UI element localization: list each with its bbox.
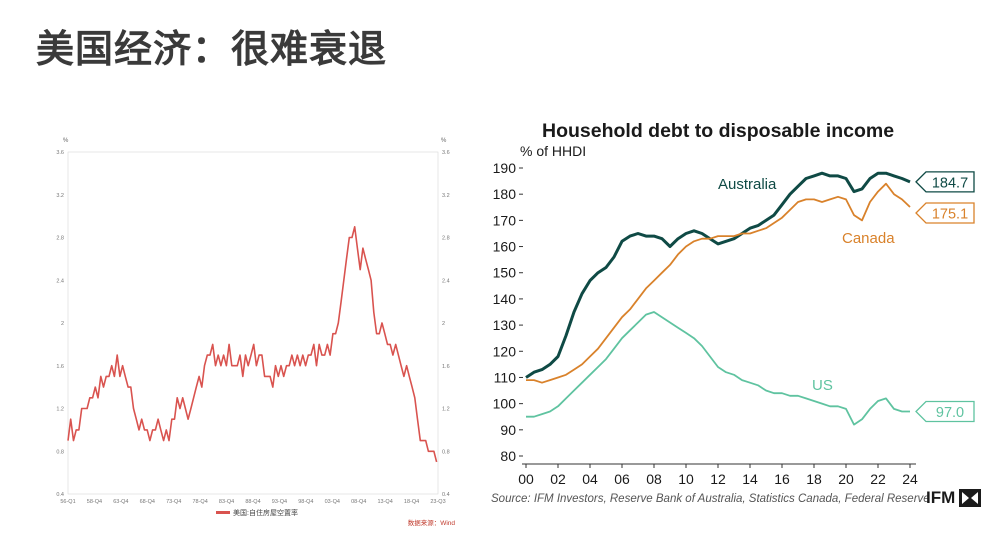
x-tick-label: 93-Q4 xyxy=(272,499,287,505)
logo-text: IFM xyxy=(926,488,956,507)
y-tick-label-right: 3.2 xyxy=(442,193,450,199)
x-tick-label: 20 xyxy=(838,471,854,487)
x-tick-label: 16 xyxy=(774,471,790,487)
end-label-box-us xyxy=(915,400,975,423)
x-tick-label: 04 xyxy=(582,471,598,487)
x-tick-label: 18 xyxy=(806,471,822,487)
x-tick-label: 24 xyxy=(902,471,918,487)
y-tick-label: 160 xyxy=(493,239,517,255)
x-tick-label: 10 xyxy=(678,471,694,487)
y-tick-label-right: 2.8 xyxy=(442,236,450,242)
y-tick-label-right: 3.6 xyxy=(442,150,450,156)
end-label-australia: 184.7 xyxy=(932,175,968,191)
left-chart-source: 数据来源：Wind xyxy=(408,518,456,527)
y-tick-label: 110 xyxy=(494,369,517,385)
x-tick-label: 12 xyxy=(710,471,726,487)
y-tick-label-left: 1.6 xyxy=(56,364,64,370)
series-line-canada xyxy=(526,182,911,384)
end-label-box-canada xyxy=(915,202,975,224)
x-tick-label: 02 xyxy=(550,471,566,487)
x-tick-label: 83-Q4 xyxy=(219,499,234,505)
x-tick-label: 68-Q4 xyxy=(140,499,155,505)
x-tick-label: 03-Q4 xyxy=(325,499,340,505)
y-tick-label-left: 3.6 xyxy=(56,150,64,156)
y-tick-label-right: 1.6 xyxy=(442,364,450,370)
x-tick-label: 98-Q4 xyxy=(298,499,313,505)
y-tick-label: 100 xyxy=(493,396,517,412)
right-chart-title: Household debt to disposable income xyxy=(542,120,894,142)
y-tick-label: 150 xyxy=(493,265,517,281)
series-label-canada: Canada xyxy=(842,230,895,247)
y-tick-label-right: 0.4 xyxy=(442,492,450,498)
series-label-australia: Australia xyxy=(718,176,777,193)
legend-swatch xyxy=(216,511,230,514)
y-tick-label-right: 0.8 xyxy=(442,449,450,455)
x-tick-label: 06 xyxy=(614,471,630,487)
right-chart-source: Source: IFM Investors, Reserve Bank of A… xyxy=(491,493,930,505)
x-tick-label: 23-Q3 xyxy=(430,499,445,505)
household-debt-chart: Household debt to disposable income % of… xyxy=(493,120,975,487)
y-tick-label: 190 xyxy=(493,160,517,176)
x-tick-label: 18-Q4 xyxy=(404,499,419,505)
y-tick-label-left: 0.8 xyxy=(56,449,64,455)
x-tick-label: 08 xyxy=(646,471,662,487)
y-tick-label: 120 xyxy=(493,343,517,359)
y-tick-label-left: 2.8 xyxy=(56,236,64,242)
y-tick-label-left: 3.2 xyxy=(56,193,64,199)
right-chart-ylabel: % of HHDI xyxy=(520,143,586,159)
y-tick-label: 130 xyxy=(493,317,517,333)
y-tick-label-left: 2.4 xyxy=(56,278,64,284)
x-tick-label: 58-Q4 xyxy=(87,499,102,505)
x-tick-label: 14 xyxy=(742,471,758,487)
y-tick-label-left: 0.4 xyxy=(56,492,64,498)
series-line-us xyxy=(526,311,910,426)
end-label-us: 97.0 xyxy=(936,405,964,421)
y-tick-label-left: 1.2 xyxy=(56,407,64,413)
vacancy-rate-chart: 0.4 0.8 1.2 1.6 2 2.4 2.8 3.2 3.6 0.4 0.8 1.2 1.6 2 2… xyxy=(56,138,456,527)
y-tick-label-right: 1.2 xyxy=(442,407,450,413)
series-line-australia xyxy=(525,171,911,379)
x-tick-label: 73-Q4 xyxy=(166,499,181,505)
y-tick-label: 140 xyxy=(493,291,517,307)
logo-mark-icon xyxy=(959,489,982,507)
vacancy-rate-line xyxy=(67,226,438,463)
y-tick-label-left: 2 xyxy=(61,321,64,327)
right-axis-unit: % xyxy=(441,138,447,144)
y-tick-label-right: 2 xyxy=(442,321,445,327)
y-tick-label: 90 xyxy=(500,422,516,438)
x-tick-label: 78-Q4 xyxy=(192,499,207,505)
end-label-box-australia xyxy=(915,171,975,193)
y-tick-label: 170 xyxy=(493,212,517,228)
y-tick-label: 80 xyxy=(500,448,516,464)
x-tick-label: 22 xyxy=(870,471,886,487)
y-tick-label-right: 2.4 xyxy=(442,278,450,284)
ifm-logo: IFM xyxy=(926,488,982,508)
plot-frame xyxy=(67,151,439,495)
legend-label: 美国:自住房屋空置率 xyxy=(233,508,298,517)
x-tick-label: 88-Q4 xyxy=(245,499,260,505)
x-tick-label: 63-Q4 xyxy=(113,499,128,505)
x-tick-label: 08-Q4 xyxy=(351,499,366,505)
x-tick-label: 13-Q4 xyxy=(377,499,392,505)
series-label-us: US xyxy=(812,377,833,394)
x-tick-label: 00 xyxy=(518,471,534,487)
x-tick-label: 56-Q1 xyxy=(60,499,75,505)
end-label-canada: 175.1 xyxy=(932,207,968,223)
left-axis-unit: % xyxy=(63,138,69,144)
slide-title: 美国经济：很难衰退 xyxy=(36,27,388,71)
y-tick-label: 180 xyxy=(493,186,517,202)
